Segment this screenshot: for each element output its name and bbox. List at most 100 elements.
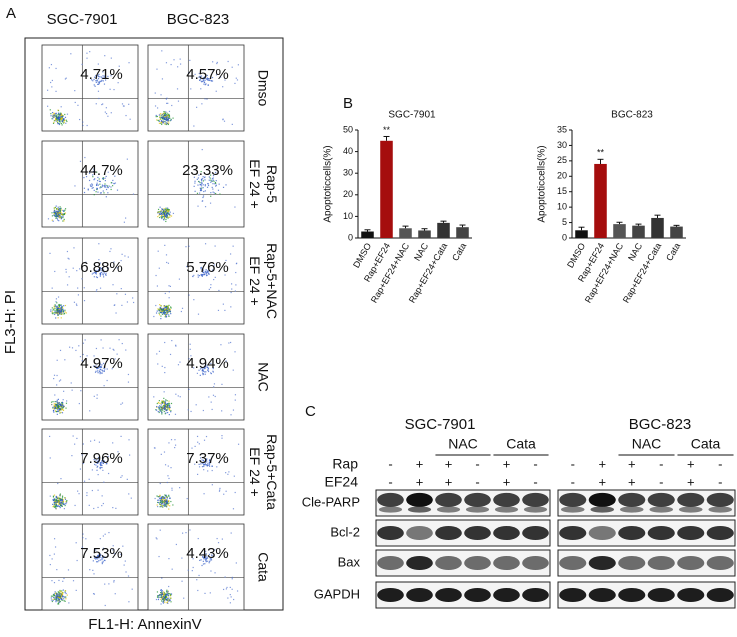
event-dot: [162, 122, 164, 124]
event-dot: [67, 257, 69, 259]
event-dot: [166, 589, 168, 591]
event-dot: [207, 470, 209, 472]
event-dot: [215, 185, 217, 187]
event-dot: [104, 185, 106, 187]
event-dot: [167, 602, 169, 604]
event-dot: [165, 118, 167, 121]
event-dot: [215, 171, 217, 174]
event-dot: [158, 120, 160, 122]
event-dot: [107, 192, 109, 194]
event-dot: [164, 406, 166, 408]
event-dot: [177, 395, 179, 397]
condition-label: EF 24 +: [247, 256, 263, 305]
x-tick-label: NAC: [412, 241, 430, 263]
event-dot: [55, 114, 57, 116]
event-dot: [204, 79, 206, 82]
event-dot: [208, 78, 210, 80]
event-dot: [97, 90, 100, 92]
y-tick-label: 15: [557, 186, 567, 196]
event-dot: [55, 504, 58, 506]
event-dot: [168, 442, 170, 444]
event-dot: [205, 559, 207, 562]
event-dot: [52, 598, 54, 601]
event-dot: [63, 122, 65, 124]
event-dot: [104, 111, 106, 113]
event-dot: [120, 435, 122, 437]
event-dot: [168, 209, 170, 211]
event-dot: [158, 406, 160, 409]
event-dot: [207, 463, 209, 465]
event-dot: [118, 65, 120, 67]
event-dot: [192, 275, 194, 277]
event-dot: [98, 178, 100, 180]
event-dot: [162, 496, 164, 498]
event-dot: [202, 273, 204, 276]
event-dot: [76, 437, 78, 440]
event-dot: [60, 504, 63, 506]
y-tick-label: 20: [557, 171, 567, 181]
event-dot: [82, 353, 84, 356]
event-dot: [95, 464, 97, 466]
event-dot: [169, 215, 171, 217]
event-dot: [59, 212, 62, 215]
event-dot: [222, 588, 225, 591]
event-dot: [163, 111, 165, 113]
event-dot: [162, 309, 165, 312]
event-dot: [106, 185, 109, 187]
event-dot: [158, 214, 160, 216]
event-dot: [160, 116, 162, 119]
event-dot: [99, 467, 101, 469]
event-dot: [86, 124, 88, 127]
event-dot: [163, 397, 165, 399]
dot-plot: [147, 237, 245, 325]
band: [378, 506, 403, 513]
event-dot: [56, 311, 58, 313]
event-dot: [59, 403, 61, 406]
event-dot: [175, 543, 177, 546]
event-dot: [100, 267, 102, 270]
event-dot: [75, 542, 77, 544]
event-dot: [159, 501, 161, 504]
event-dot: [116, 267, 118, 269]
quadrant-percent: 23.33%: [182, 162, 233, 179]
event-dot: [49, 563, 51, 566]
event-dot: [166, 502, 169, 504]
event-dot: [98, 459, 100, 461]
event-dot: [66, 400, 68, 402]
event-dot: [97, 63, 99, 65]
event-dot: [166, 207, 169, 209]
event-dot: [205, 552, 207, 555]
event-dot: [82, 124, 84, 127]
event-dot: [161, 596, 164, 599]
event-dot: [126, 158, 128, 160]
event-dot: [88, 478, 90, 480]
event-dot: [108, 185, 110, 187]
event-dot: [56, 210, 58, 212]
bar: [632, 225, 645, 238]
event-dot: [202, 370, 204, 372]
event-dot: [126, 478, 128, 480]
event-dot: [59, 217, 62, 219]
event-dot: [160, 409, 162, 411]
event-dot: [194, 180, 196, 182]
event-dot: [113, 349, 115, 351]
event-dot: [202, 80, 204, 83]
event-dot: [227, 60, 229, 63]
event-dot: [205, 550, 207, 552]
event-dot: [221, 538, 223, 540]
event-dot: [58, 117, 61, 119]
event-dot: [103, 272, 106, 274]
y-tick-label: 0: [348, 232, 353, 242]
event-dot: [169, 117, 171, 119]
event-dot: [156, 115, 159, 118]
event-dot: [199, 189, 202, 192]
event-dot: [192, 558, 194, 560]
event-dot: [54, 597, 56, 599]
event-dot: [166, 213, 169, 215]
event-dot: [207, 464, 209, 467]
band: [493, 525, 520, 541]
event-dot: [93, 168, 95, 170]
event-dot: [161, 120, 163, 122]
event-dot: [160, 589, 162, 591]
event-dot: [163, 596, 165, 598]
